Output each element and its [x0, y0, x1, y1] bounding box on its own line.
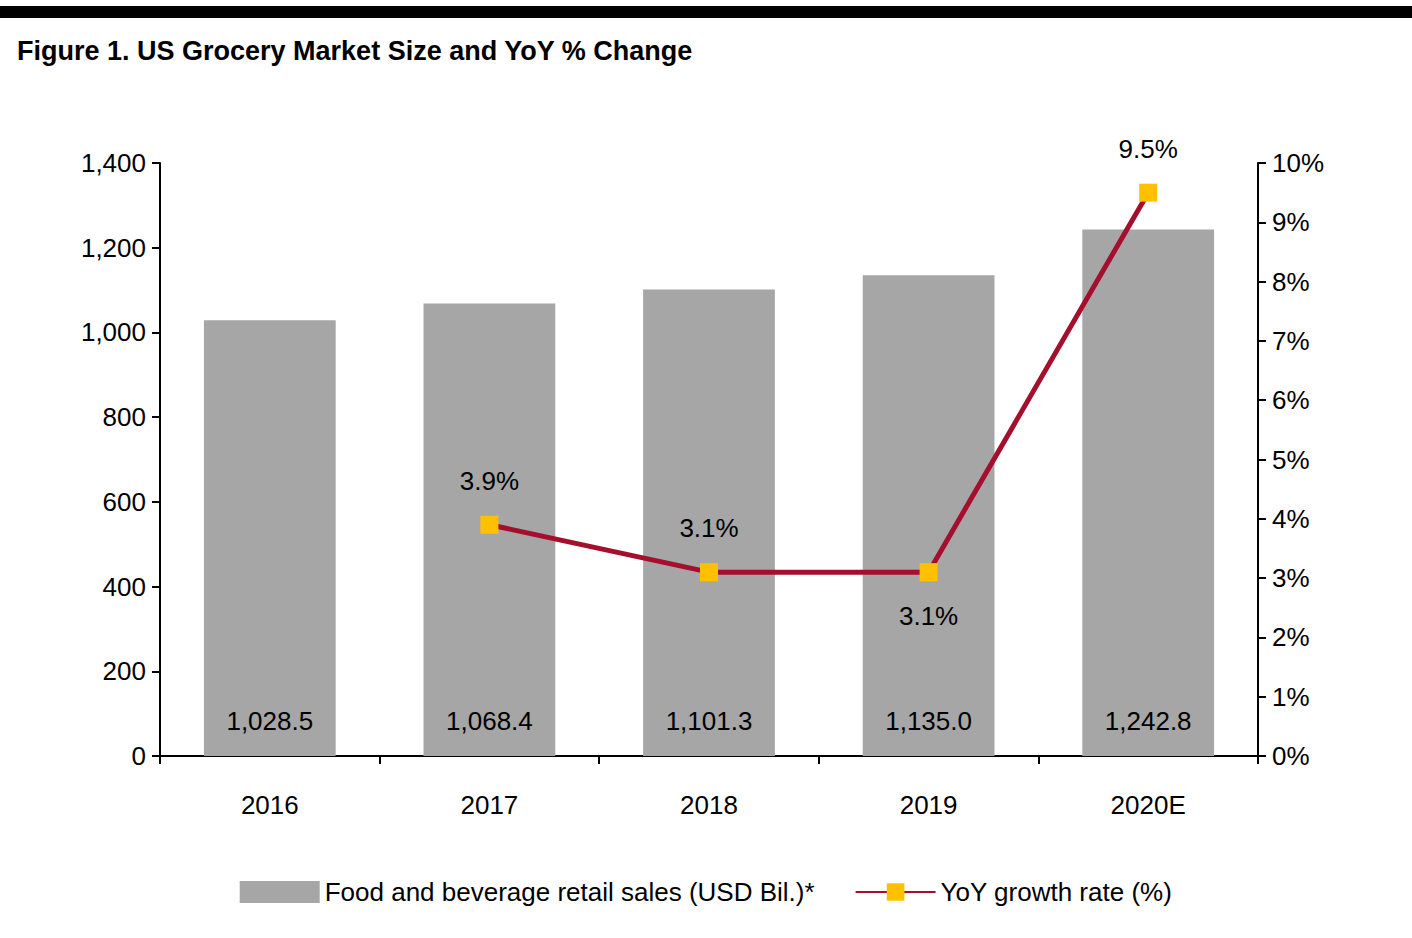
svg-text:5%: 5% [1272, 445, 1310, 475]
svg-text:1,242.8: 1,242.8 [1105, 706, 1192, 736]
svg-text:2016: 2016 [241, 790, 299, 820]
svg-text:1,068.4: 1,068.4 [446, 706, 533, 736]
svg-text:1,000: 1,000 [81, 317, 146, 347]
svg-text:2017: 2017 [460, 790, 518, 820]
svg-text:600: 600 [103, 487, 146, 517]
svg-text:4%: 4% [1272, 504, 1310, 534]
svg-text:3.9%: 3.9% [460, 466, 519, 496]
svg-text:1,400: 1,400 [81, 148, 146, 178]
svg-text:YoY growth rate (%): YoY growth rate (%) [941, 877, 1172, 907]
svg-text:2020E: 2020E [1111, 790, 1186, 820]
svg-text:2019: 2019 [900, 790, 958, 820]
svg-text:10%: 10% [1272, 148, 1324, 178]
svg-text:800: 800 [103, 402, 146, 432]
svg-text:Food and beverage retail sales: Food and beverage retail sales (USD Bil.… [325, 877, 815, 907]
svg-text:1,101.3: 1,101.3 [666, 706, 753, 736]
svg-text:3%: 3% [1272, 563, 1310, 593]
svg-text:3.1%: 3.1% [679, 513, 738, 543]
svg-text:3.1%: 3.1% [899, 601, 958, 631]
svg-text:9.5%: 9.5% [1119, 134, 1178, 164]
svg-text:1,200: 1,200 [81, 233, 146, 263]
svg-text:6%: 6% [1272, 385, 1310, 415]
svg-text:8%: 8% [1272, 267, 1310, 297]
svg-text:2%: 2% [1272, 622, 1310, 652]
svg-text:0: 0 [132, 741, 146, 771]
svg-text:400: 400 [103, 572, 146, 602]
svg-text:Figure 1. US Grocery Market Si: Figure 1. US Grocery Market Size and YoY… [17, 36, 692, 66]
svg-text:1,028.5: 1,028.5 [226, 706, 313, 736]
svg-text:0%: 0% [1272, 741, 1310, 771]
svg-text:2018: 2018 [680, 790, 738, 820]
svg-text:1,135.0: 1,135.0 [885, 706, 972, 736]
svg-text:9%: 9% [1272, 207, 1310, 237]
svg-text:1%: 1% [1272, 682, 1310, 712]
svg-text:7%: 7% [1272, 326, 1310, 356]
svg-text:200: 200 [103, 656, 146, 686]
